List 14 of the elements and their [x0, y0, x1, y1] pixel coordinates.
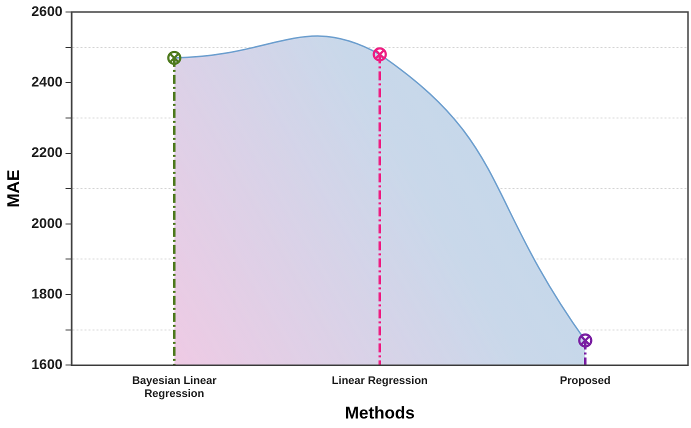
x-axis-title: Methods [344, 403, 415, 422]
point [372, 47, 387, 62]
y-axis-title: MAE [4, 170, 23, 208]
y-tick-label: 2400 [31, 74, 63, 90]
x-tick-label: Linear Regression [332, 374, 428, 387]
y-tick-label: 1800 [31, 285, 63, 302]
point [167, 50, 182, 65]
y-tick-label: 1600 [31, 356, 63, 372]
x-tick-label: Proposed [560, 374, 611, 387]
x-tick-label: Bayesian Linear Regression [132, 374, 218, 400]
point [578, 333, 592, 348]
y-tick-label: 2000 [31, 214, 63, 231]
y-tick-label: 2600 [31, 2, 63, 19]
y-tick-label: 2200 [31, 144, 63, 160]
